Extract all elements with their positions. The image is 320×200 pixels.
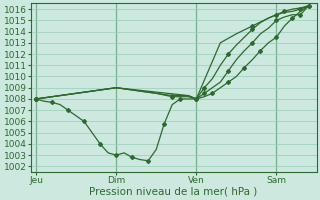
- X-axis label: Pression niveau de la mer( hPa ): Pression niveau de la mer( hPa ): [90, 187, 258, 197]
